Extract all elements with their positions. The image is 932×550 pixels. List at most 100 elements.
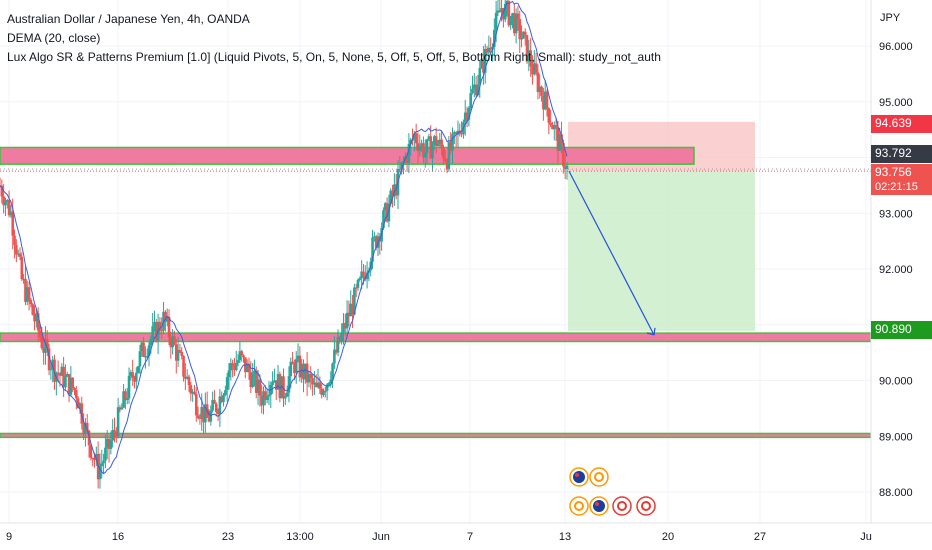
legend-lux[interactable]: Lux Algo SR & Patterns Premium [1.0] (Li… — [7, 50, 661, 64]
candle-body — [509, 16, 512, 26]
candle-body — [280, 376, 283, 399]
candle-body — [245, 363, 249, 372]
candle-body — [191, 391, 194, 394]
candle-body — [222, 395, 225, 402]
candle-body — [256, 379, 260, 393]
candle-body — [536, 72, 540, 93]
candle-body — [545, 91, 549, 109]
candle-body — [482, 58, 485, 73]
time-axis-labels: 9 16 23 13:00 Jun 7 13 20 27 Ju — [6, 531, 872, 543]
candle-body — [265, 396, 269, 401]
candle-body — [505, 0, 509, 4]
candle-body — [438, 139, 442, 144]
candle-body — [35, 313, 38, 322]
candle-body — [409, 139, 413, 144]
candle-body — [213, 399, 216, 404]
arrow-line — [568, 170, 655, 336]
candle-body — [425, 139, 429, 153]
candle-body — [56, 372, 60, 375]
candle-body — [474, 84, 478, 96]
candle-body — [498, 10, 502, 13]
candle-body — [320, 388, 323, 395]
candle-body — [69, 377, 73, 395]
candle-body — [144, 356, 147, 358]
candle-body — [7, 200, 11, 216]
candle-body — [442, 148, 445, 159]
last-price-tag: 93.756 — [871, 164, 932, 180]
candle-body — [532, 63, 536, 75]
candle-body — [429, 136, 433, 159]
candle-body — [196, 415, 200, 419]
candle-body — [13, 235, 16, 246]
candle-body — [483, 49, 487, 73]
currency-label: JPY — [880, 12, 901, 24]
candle-body — [184, 376, 187, 379]
candle-body — [558, 134, 562, 151]
candle-body — [422, 143, 425, 158]
time-tick-label: Jun — [372, 531, 390, 543]
candle-body — [338, 336, 342, 342]
candle-body — [9, 211, 13, 216]
candle-body — [236, 360, 240, 363]
candle-body — [542, 95, 545, 110]
candle-body — [565, 165, 569, 170]
candle-body — [560, 134, 563, 144]
candle-body — [131, 372, 134, 378]
candle-body — [309, 373, 313, 379]
candle-body — [125, 398, 129, 401]
candle-body — [242, 355, 245, 358]
candle-body — [182, 355, 185, 377]
candle-body — [487, 47, 491, 53]
price-tick-label: 95.000 — [879, 97, 913, 109]
legend-symbol[interactable]: Australian Dollar / Japanese Yen, 4h, OA… — [7, 12, 250, 26]
candle-body — [276, 374, 280, 390]
candle-body — [362, 271, 365, 276]
candle-body — [102, 460, 105, 464]
candle-body — [104, 447, 107, 461]
candle-body — [129, 372, 133, 376]
candle-body — [134, 372, 138, 382]
candle-body — [549, 122, 552, 125]
candle-body — [20, 256, 24, 279]
candle-body — [180, 351, 184, 356]
candle-body — [65, 374, 69, 377]
candle-body — [525, 35, 529, 62]
candle-body — [520, 38, 523, 40]
legend-dema[interactable]: DEMA (20, close) — [7, 31, 101, 45]
candle-body — [296, 355, 300, 360]
candle-body — [407, 143, 411, 163]
candle-body — [78, 403, 82, 409]
candle-body — [229, 363, 233, 371]
candle-body — [518, 19, 522, 40]
candle-body — [75, 390, 78, 399]
candle-body — [489, 47, 492, 50]
candle-body — [305, 363, 309, 383]
candle-body — [216, 411, 220, 414]
candle-body — [193, 391, 196, 395]
candle-body — [323, 390, 327, 392]
candle-body — [447, 142, 451, 170]
candle-body — [463, 112, 467, 123]
candle-body — [231, 363, 234, 367]
event-ring-icon — [589, 467, 609, 487]
candle-body — [220, 396, 224, 402]
candle-body — [93, 457, 96, 461]
candle-body — [556, 127, 560, 151]
candle-body — [271, 381, 274, 385]
candle-body — [298, 355, 302, 378]
candle-body — [322, 390, 325, 395]
candle-body — [142, 342, 145, 357]
candle-body — [354, 287, 358, 289]
candle-body — [24, 278, 27, 302]
price-tick-label: 88.000 — [879, 487, 913, 499]
candle-body — [60, 366, 64, 376]
candle-body — [227, 370, 231, 378]
price-tick-label: 90.000 — [879, 376, 913, 388]
candle-body — [293, 364, 296, 374]
candle-body — [453, 132, 456, 135]
candle-body — [249, 372, 253, 388]
candle-body — [494, 12, 498, 30]
candle-body — [511, 13, 514, 17]
sr-zone — [0, 332, 872, 343]
